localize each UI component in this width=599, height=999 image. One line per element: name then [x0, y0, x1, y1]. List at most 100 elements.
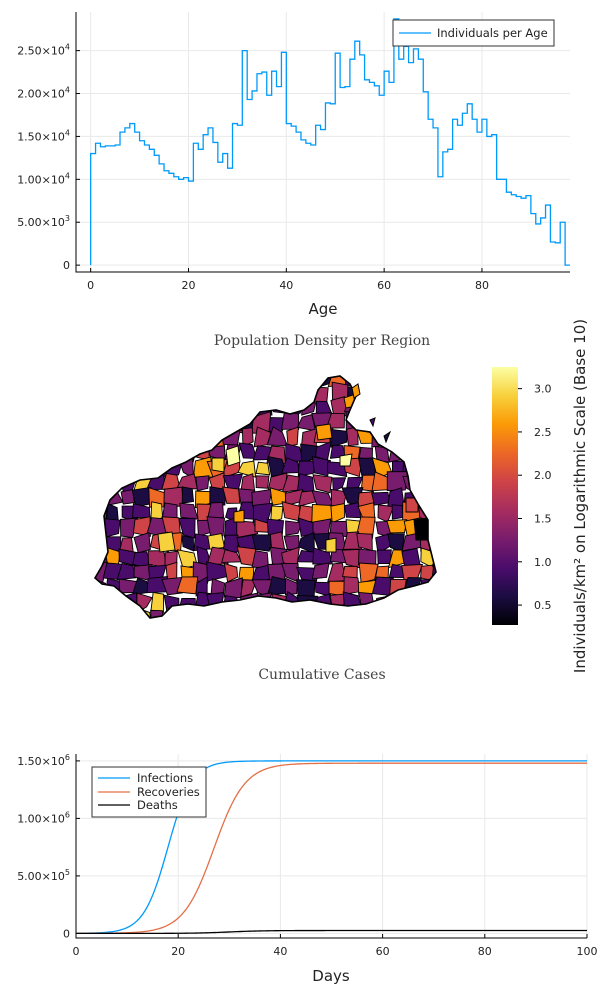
map-region	[416, 376, 436, 387]
age-y-tick-label-1: 5.00×103	[17, 214, 70, 229]
map-region	[250, 376, 269, 387]
map-region	[420, 547, 436, 568]
map-region	[284, 610, 304, 618]
age-x-tick-label-40: 40	[279, 279, 293, 292]
map-region-highlight-1	[225, 445, 241, 467]
map-region	[358, 562, 379, 584]
map-region	[222, 610, 245, 618]
map-region	[120, 606, 136, 618]
map-region	[95, 534, 108, 552]
colorbar-tick-label-0: 0.5	[534, 599, 552, 612]
map-region	[434, 430, 436, 445]
map-region	[284, 376, 304, 384]
map-region	[239, 608, 257, 618]
cases-x-tick-label-80: 80	[478, 945, 492, 958]
map-region	[178, 376, 195, 386]
map-region	[388, 430, 407, 448]
map-region	[115, 426, 139, 448]
map-region	[147, 444, 168, 461]
map-region	[132, 502, 151, 519]
map-region	[95, 444, 106, 458]
map-region	[162, 426, 182, 445]
map-region	[103, 426, 118, 447]
colorbar-label: Individuals/km² on Logarithmic Scale (Ba…	[571, 319, 589, 673]
map-region	[332, 477, 347, 493]
map-region	[120, 413, 136, 431]
age-x-axis-label: Age	[308, 300, 337, 318]
map-region	[251, 534, 274, 552]
map-region	[103, 456, 123, 480]
map-region-highlight-4	[233, 509, 245, 523]
map-region	[377, 549, 392, 564]
legend-label-infections: Infections	[137, 771, 193, 785]
map-region	[251, 611, 272, 618]
map-region	[431, 577, 436, 595]
map-region	[222, 486, 241, 504]
map-region	[132, 462, 152, 478]
map-region	[270, 606, 288, 618]
map-region	[432, 502, 436, 523]
map-region	[375, 533, 391, 555]
cases-x-tick-label-0: 0	[73, 945, 80, 958]
map-region	[150, 591, 164, 614]
population-density-map: Population Density per Region	[93, 319, 589, 673]
age-y-tick-label-5: 2.50×104	[17, 43, 70, 58]
cases-x-tick-label-40: 40	[273, 945, 287, 958]
map-region	[160, 417, 183, 432]
map-region	[402, 475, 422, 495]
map-region	[146, 461, 166, 475]
age-chart-ticks: 0 20 40 60 80 0 5.00×103 1.00×104 1.50×104 2.00×1…	[17, 43, 489, 292]
colorbar-tick-label-2: 1.5	[534, 513, 552, 526]
map-region	[386, 413, 406, 430]
map-region	[312, 547, 333, 565]
map-region	[377, 504, 395, 523]
map-region	[95, 606, 107, 618]
map-region	[419, 606, 436, 618]
age-histogram-chart: 0 20 40 60 80 0 5.00×103 1.00×104 1.50×104 2.00×1…	[17, 12, 570, 318]
map-region	[418, 429, 436, 448]
map-region	[241, 427, 254, 448]
map-region	[135, 426, 151, 447]
map-region	[120, 376, 139, 387]
map-region	[150, 609, 165, 618]
map-region	[164, 443, 181, 460]
age-chart-legend: Individuals per Age	[392, 19, 555, 47]
map-region-highlight-0	[157, 531, 176, 553]
map-region	[403, 415, 423, 434]
map-region	[431, 606, 436, 618]
map-region	[206, 501, 225, 522]
map-region	[401, 376, 423, 387]
cases-y-tick-label-3: 1.50×106	[17, 753, 70, 768]
cases-chart-title: Cumulative Cases	[258, 667, 385, 683]
map-region	[179, 398, 196, 418]
cases-series-deaths	[76, 929, 587, 935]
map-region	[195, 475, 210, 492]
map-region	[102, 397, 123, 418]
map-region	[286, 426, 299, 447]
map-region	[371, 381, 390, 398]
map-region	[95, 395, 109, 415]
map-region	[164, 383, 181, 401]
map-region	[191, 432, 209, 449]
map-region	[386, 400, 409, 417]
map-region	[434, 412, 436, 429]
legend-label-deaths: Deaths	[137, 798, 178, 812]
map-region	[296, 595, 319, 612]
map-region	[209, 486, 227, 508]
map-region	[325, 413, 346, 429]
map-region	[148, 381, 168, 403]
map-region	[419, 594, 433, 611]
map-region	[401, 396, 419, 418]
map-region	[95, 429, 108, 448]
map-region	[240, 376, 256, 389]
map-region	[281, 383, 302, 402]
cases-x-tick-label-60: 60	[376, 945, 390, 958]
map-region	[147, 399, 168, 414]
map-region	[386, 519, 408, 534]
map-region	[240, 382, 259, 402]
map-region	[388, 594, 409, 613]
map-region	[221, 376, 243, 390]
map-region	[223, 577, 243, 599]
map-region	[206, 561, 228, 582]
